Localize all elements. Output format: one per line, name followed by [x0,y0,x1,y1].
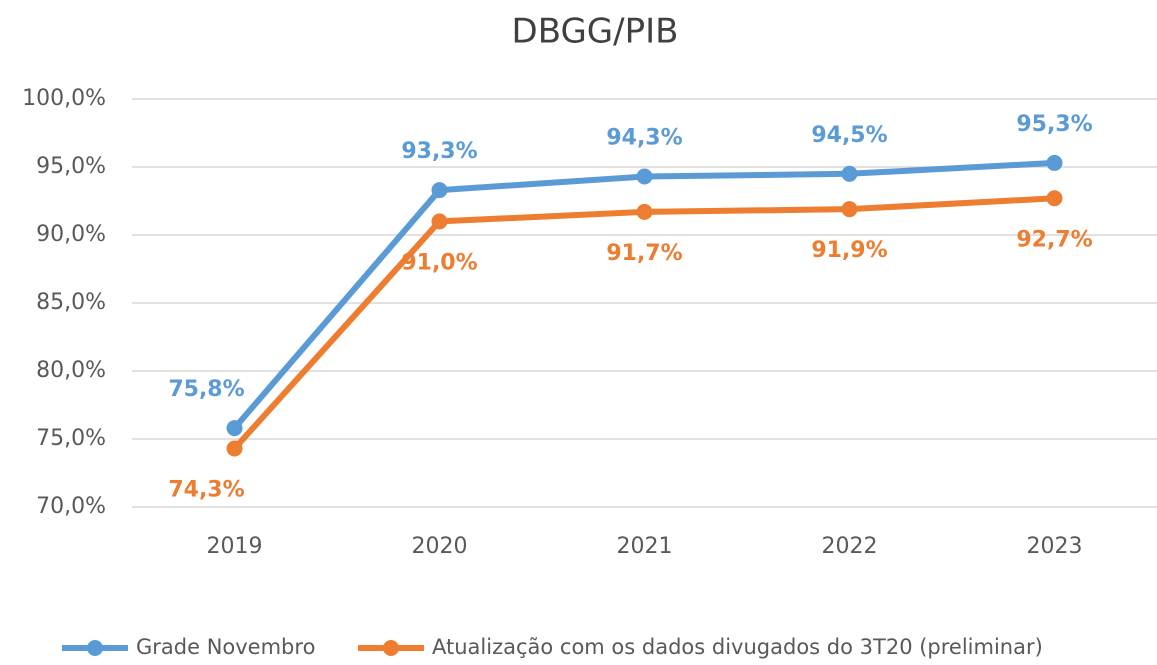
x-tick-label: 2020 [412,534,468,559]
point [636,168,653,185]
x-tick-label: 2023 [1027,534,1083,559]
y-tick-label: 75,0% [36,426,106,451]
point [226,420,243,437]
point [841,201,858,218]
data-label: 91,0% [401,250,477,275]
data-label: 94,3% [606,126,682,151]
chart-title: DBGG/PIB [512,12,679,52]
data-label: 92,7% [1016,227,1092,252]
y-tick-label: 95,0% [36,154,106,179]
series-line [232,195,1055,451]
y-tick-label: 70,0% [36,494,106,519]
y-tick-label: 85,0% [36,290,106,315]
point [226,440,243,457]
x-tick-label: 2022 [822,534,878,559]
data-label: 75,8% [168,377,244,402]
legend-marker [87,640,103,656]
data-label: 91,9% [811,238,887,263]
legend-label: Atualização com os dados divugados do 3T… [432,635,1043,659]
point [431,213,448,230]
data-label: 91,7% [606,241,682,266]
point [1046,154,1063,171]
point [841,165,858,182]
y-tick-label: 100,0% [22,86,106,111]
data-label: 74,3% [168,478,244,503]
data-label: 93,3% [401,139,477,164]
legend-label: Grade Novembro [136,635,315,659]
legend-marker [383,640,399,656]
point [636,203,653,220]
data-label: 94,5% [811,123,887,148]
y-tick-label: 90,0% [36,222,106,247]
x-tick-label: 2019 [207,534,263,559]
x-tick-label: 2021 [617,534,673,559]
point [431,182,448,199]
point [1046,190,1063,207]
data-label: 95,3% [1016,112,1092,137]
y-tick-label: 80,0% [36,358,106,383]
